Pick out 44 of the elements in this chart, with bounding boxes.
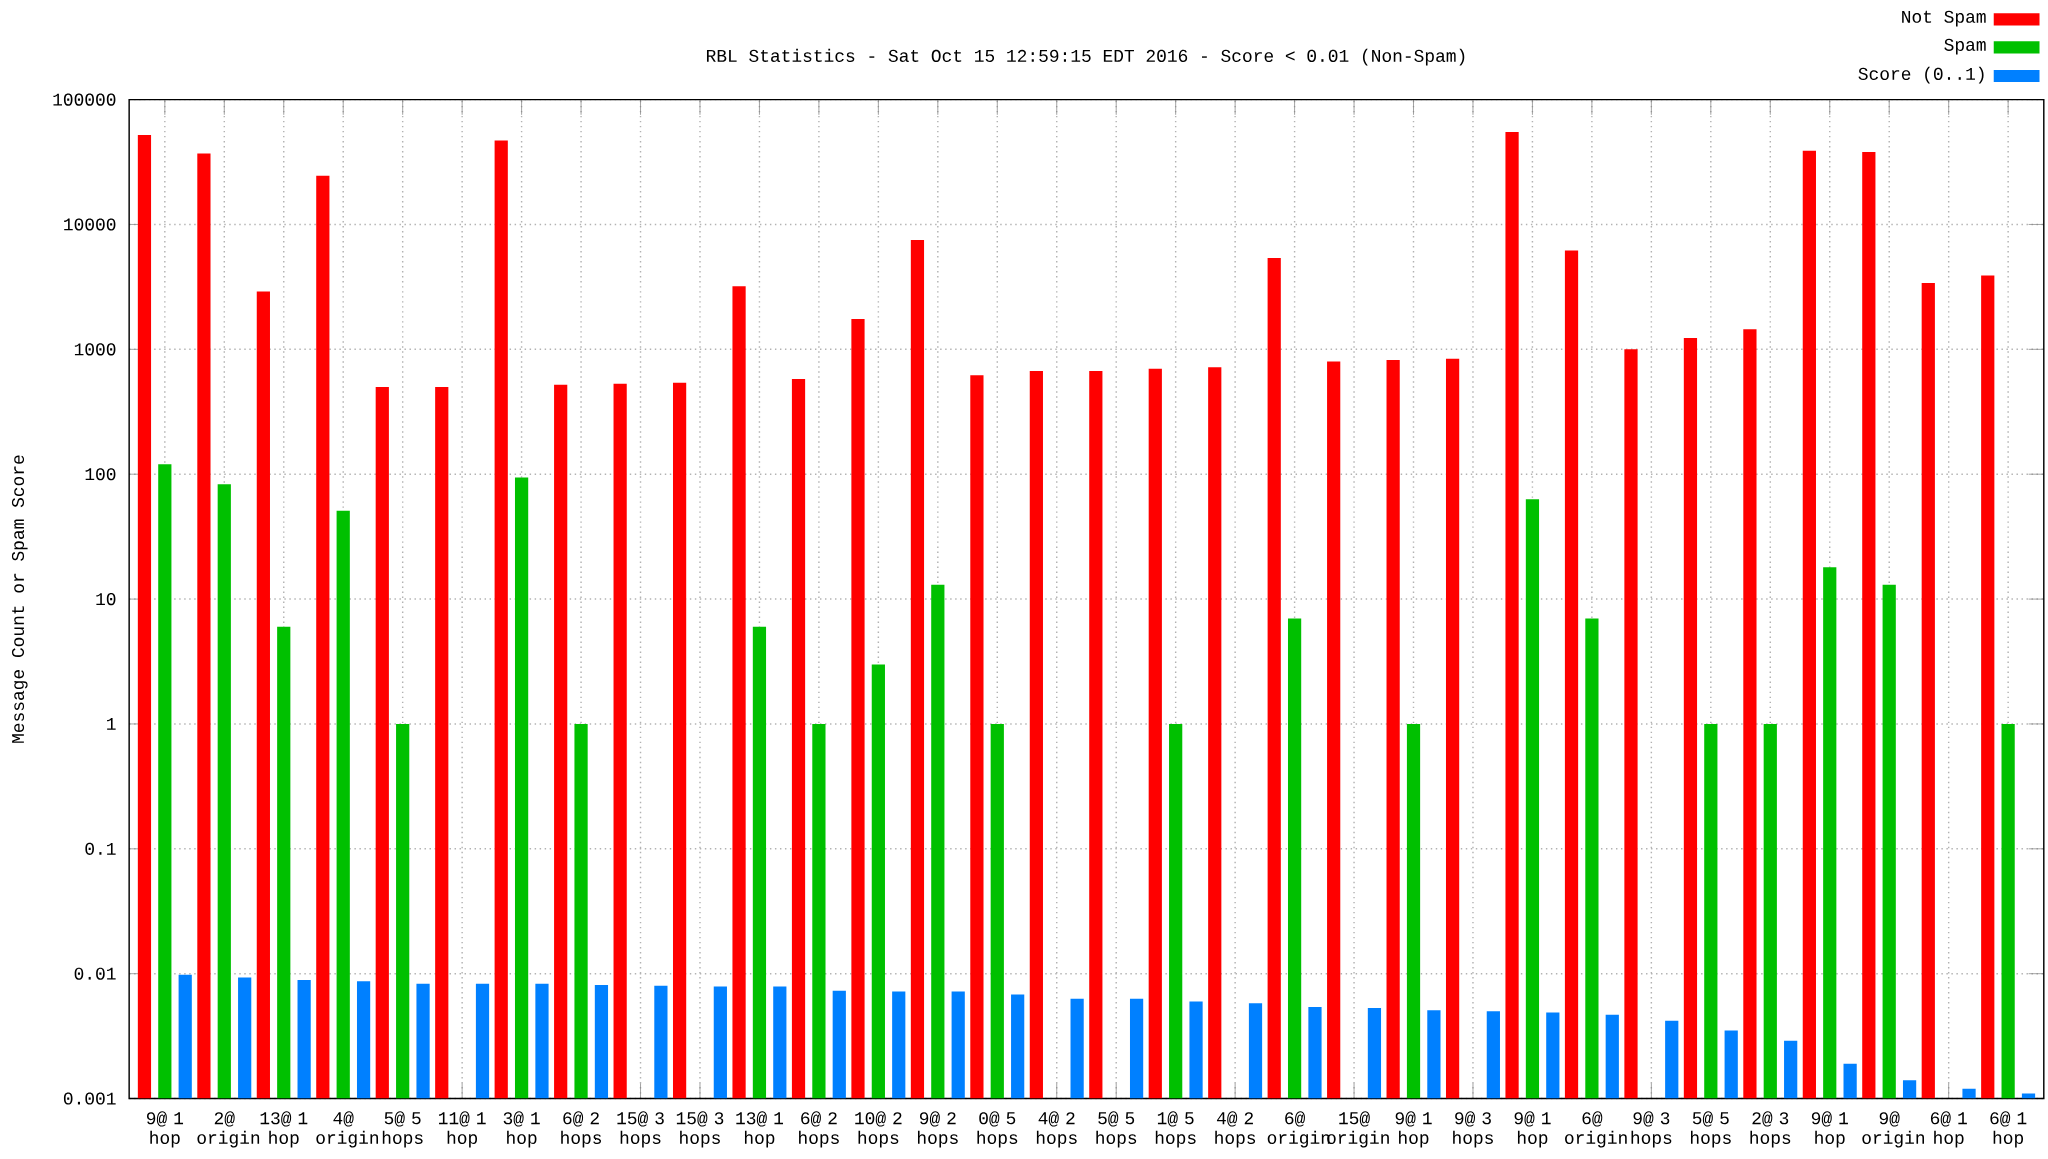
- x-tick-label: 13@ 1 hop: [736, 1110, 784, 1148]
- x-tick-label: 6@ origin: [1565, 1110, 1627, 1148]
- x-tick-label: 9@ 2 hops: [917, 1110, 958, 1148]
- x-tick-label: 6@ 2 hops: [561, 1110, 602, 1148]
- x-tick-label: 4@ origin: [316, 1110, 379, 1148]
- x-tick-label: 9@ 3 hops: [1631, 1110, 1672, 1148]
- y-tick-label: 1: [107, 717, 116, 730]
- x-tick-label: 5@ 5 hops: [1096, 1110, 1137, 1148]
- legend-label: Spam: [1944, 38, 1986, 55]
- y-tick-label: 1000: [74, 343, 116, 356]
- legend-label: Score (0..1): [1858, 66, 1984, 84]
- x-tick-label: 6@ 1 hop: [1930, 1110, 1967, 1148]
- y-tick-label: 0.1: [85, 842, 116, 855]
- x-tick-label: 11@ 1 hop: [438, 1110, 486, 1148]
- y-tick-label: 0.001: [63, 1092, 116, 1105]
- x-tick-label: 5@ 5 hops: [382, 1110, 423, 1148]
- y-tick-label: 0.01: [74, 967, 116, 980]
- x-tick-label: 0@ 5 hops: [977, 1110, 1018, 1148]
- x-tick-label: 15@ 3 hops: [617, 1110, 664, 1148]
- x-tick-label: 1@ 5 hops: [1155, 1110, 1196, 1148]
- x-tick-label: 4@ 2 hops: [1215, 1110, 1256, 1148]
- x-tick-label: 15@ 3 hops: [676, 1110, 724, 1148]
- x-tick-label: 6@ 1 hop: [1990, 1110, 2027, 1148]
- x-tick-label: 4@ 2 hops: [1036, 1110, 1077, 1148]
- y-tick-label: 10: [96, 592, 116, 605]
- x-tick-label: 13@ 1 hop: [260, 1110, 308, 1148]
- x-tick-label: 9@ 1 hop: [1514, 1110, 1551, 1148]
- chart-title: RBL Statistics - Sat Oct 15 12:59:15 EDT 2016 - Score < 0.01 (Non-Spam): [706, 48, 1465, 66]
- x-tick-label: 2@ origin: [197, 1110, 260, 1148]
- x-tick-label: 5@ 5 hops: [1690, 1110, 1731, 1148]
- y-tick-label: 100000: [53, 93, 116, 106]
- x-tick-label: 9@ 3 hops: [1453, 1110, 1493, 1148]
- x-tick-label: 3@ 1 hop: [503, 1110, 540, 1148]
- x-tick-label: 9@ origin: [1862, 1110, 1925, 1148]
- legend-label: Not Spam: [1902, 10, 1986, 27]
- y-tick-label: 10000: [64, 218, 116, 231]
- x-tick-label: 9@ 1 hop: [1395, 1110, 1432, 1148]
- x-tick-label: 9@ 1 hop: [146, 1110, 184, 1148]
- y-tick-label: 100: [85, 467, 116, 481]
- y-axis-title: Message Count or Spam Score: [11, 455, 28, 743]
- x-tick-label: 9@ 1 hop: [1811, 1110, 1848, 1148]
- x-tick-label: 2@ 3 hops: [1750, 1110, 1791, 1148]
- x-tick-label: 6@ 2 hops: [799, 1110, 839, 1148]
- x-tick-label: 10@ 2 hops: [855, 1110, 902, 1148]
